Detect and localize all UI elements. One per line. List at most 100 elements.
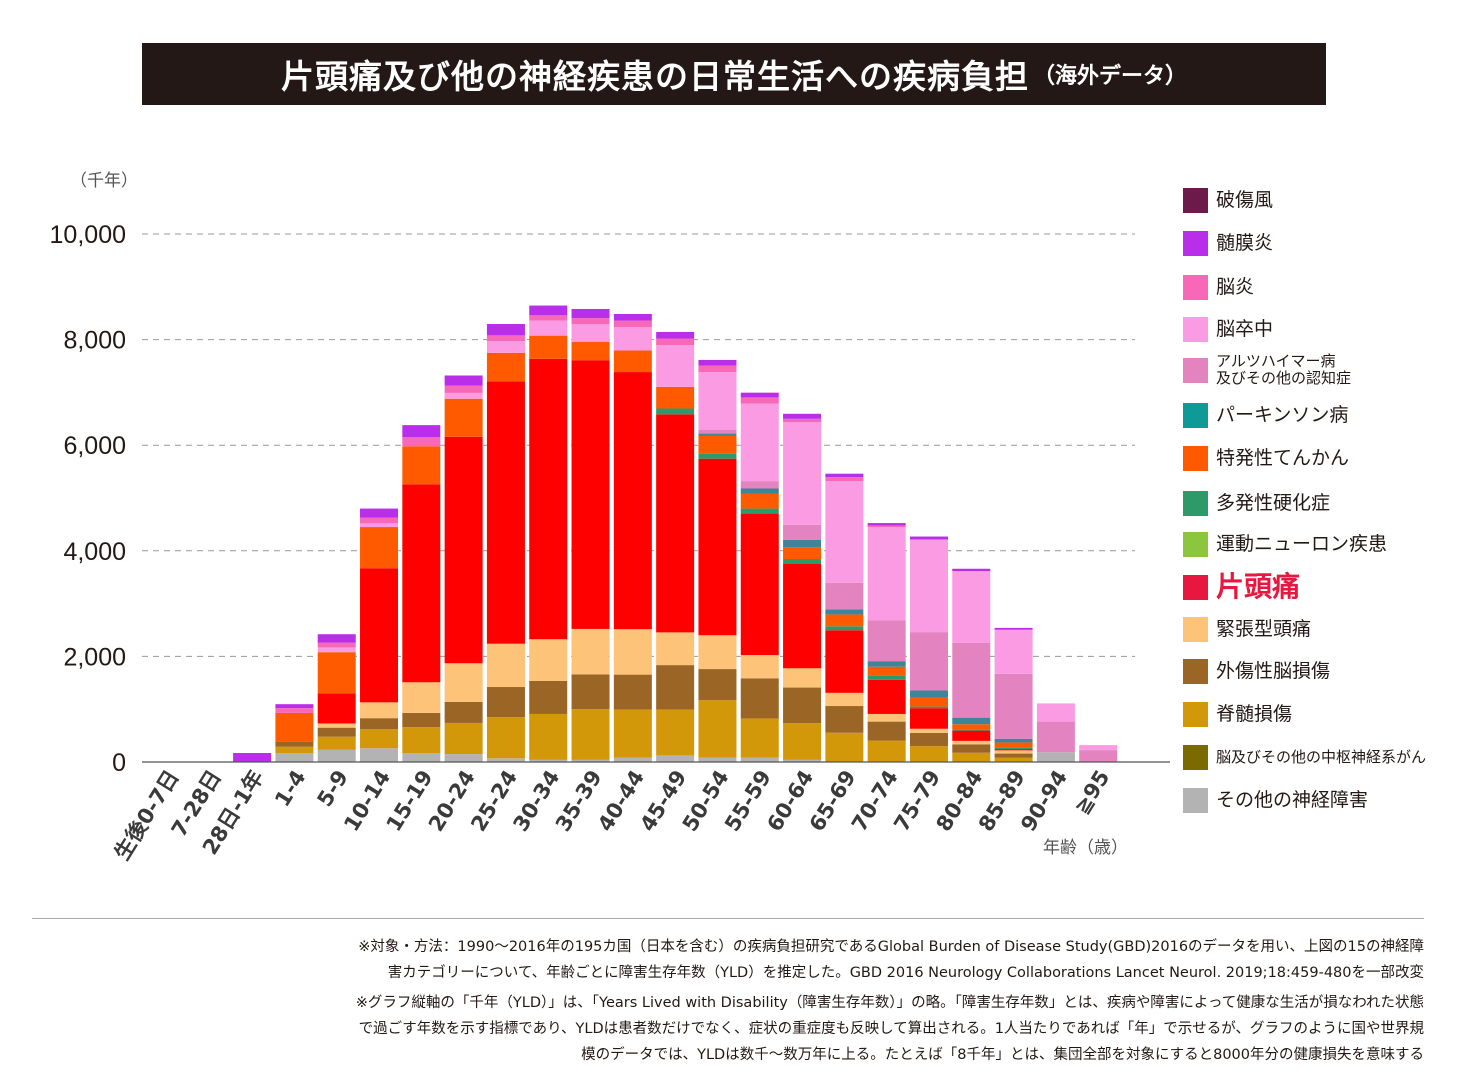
bar-segment [867, 620, 906, 662]
bar-segment [656, 338, 695, 346]
bar-segment [783, 547, 822, 559]
x-tick-label: ≧95 [1069, 766, 1114, 818]
bar-segment [825, 614, 864, 627]
bar-segment [698, 433, 737, 436]
y-tick-label: 4,000 [63, 538, 126, 566]
bar-segment [360, 517, 399, 524]
legend-swatch [1183, 446, 1208, 471]
bar-segment [867, 661, 906, 667]
legend-label: 多発性硬化症 [1216, 492, 1331, 514]
bar-segment [698, 700, 737, 758]
bar-segment [994, 738, 1033, 743]
bar-segment [867, 666, 906, 676]
legend-item: アルツハイマー病 及びその他の認知症 [1183, 352, 1352, 388]
bar-segment [571, 341, 610, 361]
bar-segment [909, 697, 948, 707]
bar-segment [233, 753, 272, 762]
bar-segment [486, 758, 525, 762]
legend-item: 特発性てんかん [1183, 446, 1349, 471]
bar-segment [867, 675, 906, 680]
legend: 破傷風 髄膜炎 脳炎 脳卒中 アルツハイマー病 及びその他の認知症 パーキンソン病 特発性て… [1183, 0, 1468, 830]
bar-segment [698, 372, 737, 430]
bar-segment [825, 630, 864, 693]
bar-segment [317, 693, 356, 724]
legend-item: 髄膜炎 [1183, 231, 1273, 256]
bar-segment [613, 350, 652, 373]
bar-segment [656, 665, 695, 710]
bar-segment [783, 723, 822, 760]
bar-segment [1036, 721, 1075, 753]
bar-segment [656, 331, 695, 339]
x-tick-label: 生後0-7日 [110, 766, 184, 864]
bar-segment [740, 718, 779, 758]
legend-swatch [1183, 745, 1208, 770]
bar-segment [825, 481, 864, 583]
bar-segment [486, 341, 525, 353]
bar-segment [698, 435, 737, 454]
legend-item: 片頭痛 [1183, 573, 1300, 601]
bar-segment [825, 732, 864, 762]
bar-segment [486, 643, 525, 688]
bar-segment [571, 318, 610, 325]
bar-segment [486, 335, 525, 342]
bar-segment [444, 375, 483, 386]
legend-swatch [1183, 659, 1208, 684]
bar-segment [867, 713, 906, 722]
bar-segment [698, 635, 737, 670]
bar-segment [571, 324, 610, 342]
bar-segment [909, 728, 948, 733]
bar-segment [994, 749, 1033, 751]
legend-label: 脳炎 [1216, 276, 1255, 298]
legend-item: 運動ニューロン疾患 [1183, 532, 1387, 557]
bar-segment [740, 397, 779, 404]
legend-swatch [1183, 275, 1208, 300]
bar-segment [740, 493, 779, 509]
bar-segment [783, 413, 822, 419]
legend-label: アルツハイマー病 及びその他の認知症 [1216, 352, 1352, 388]
bar-segment [740, 403, 779, 482]
note-line: ※グラフ縦軸の「千年（YLD）」は、「Years Lived with Disa… [355, 995, 1424, 1011]
bar-segment [909, 706, 948, 709]
y-tick-label: 0 [112, 749, 126, 777]
bar-segment [613, 327, 652, 351]
bar-segment [909, 746, 948, 762]
bar-segment [317, 634, 356, 643]
bar-segment [867, 679, 906, 714]
bar-segment [444, 385, 483, 393]
bar-segment [317, 727, 356, 737]
bar-segment [698, 757, 737, 762]
legend-label: 緊張型頭痛 [1216, 618, 1312, 640]
legend-swatch [1183, 317, 1208, 342]
bar-segment [402, 753, 441, 762]
bar-segment [698, 458, 737, 636]
bar-segment [740, 392, 779, 398]
bar-segment [444, 392, 483, 399]
bar-segment [529, 639, 568, 681]
bar-segment [486, 352, 525, 382]
bar-segment [486, 381, 525, 644]
legend-item: 緊張型頭痛 [1183, 617, 1311, 642]
bar-segment [994, 747, 1033, 750]
bar-segment [952, 744, 991, 753]
bar-segment [571, 308, 610, 319]
bar-segment [825, 626, 864, 631]
footnotes: ※対象・方法：1990〜2016年の195カ国（日本を含む）の疾病負担研究である… [224, 934, 1424, 1068]
legend-swatch [1183, 788, 1208, 813]
bar-segment [317, 652, 356, 694]
bar-segment [571, 759, 610, 762]
bar-segment [867, 525, 906, 528]
bar-segment [994, 742, 1033, 748]
legend-label: 破傷風 [1216, 189, 1274, 211]
bar-segment [529, 335, 568, 359]
bar-segment [486, 717, 525, 759]
bar-segment [1036, 703, 1075, 722]
bar-segment [275, 746, 314, 754]
bar-segment [994, 629, 1033, 674]
bar-segment [909, 536, 948, 540]
bar-segment [698, 365, 737, 373]
bar-segment [402, 425, 441, 438]
x-axis-label: 年齢（歳） [1043, 838, 1128, 858]
bar-segment [275, 708, 314, 713]
bar-segment [783, 668, 822, 688]
note-line: で過ごす年数を示す指標であり、YLDは患者数だけでなく、症状の重症度も反映して算… [358, 1021, 1424, 1037]
